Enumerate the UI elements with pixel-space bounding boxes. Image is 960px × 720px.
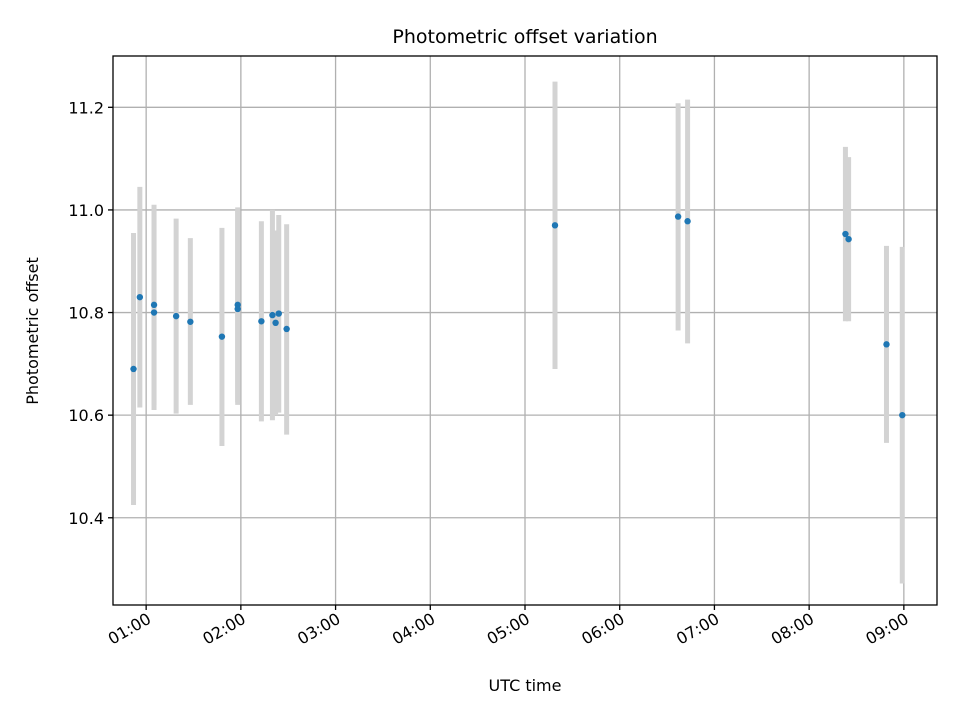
y-tick-label: 10.8	[68, 304, 104, 323]
x-tick-label: 09:00	[862, 609, 911, 649]
data-point	[883, 341, 890, 348]
data-point	[275, 310, 282, 317]
error-bars	[131, 81, 905, 584]
y-tick-label: 11.0	[68, 201, 104, 220]
x-tick-label: 08:00	[768, 609, 817, 649]
data-point	[172, 312, 180, 320]
data-point	[136, 293, 144, 301]
y-tick-label: 10.6	[68, 406, 104, 425]
data-point	[187, 318, 194, 325]
chart-title: Photometric offset variation	[392, 26, 657, 48]
x-tick-label: 06:00	[578, 609, 627, 649]
data-point	[283, 325, 290, 333]
data-point	[674, 213, 682, 220]
data-point	[269, 311, 276, 319]
x-axis-ticks: 01:00 02:00 03:00 04:00 05:00 06:00 07:00 08:00…	[105, 605, 912, 649]
data-point	[551, 222, 559, 229]
x-tick-label: 01:00	[105, 609, 154, 649]
x-tick-label: 05:00	[484, 609, 533, 649]
data-point	[150, 301, 158, 309]
data-point	[272, 319, 279, 327]
y-tick-label: 11.2	[68, 98, 104, 117]
x-tick-label: 02:00	[199, 609, 248, 649]
data-points	[130, 213, 906, 419]
x-tick-label: 04:00	[389, 609, 438, 649]
data-point	[684, 218, 691, 225]
data-point	[845, 235, 852, 243]
x-tick-label: 03:00	[294, 609, 343, 649]
x-axis-label: UTC time	[489, 676, 562, 695]
y-axis-ticks: 10.4 10.6 10.8 11.0 11.2	[68, 98, 113, 528]
data-point	[899, 411, 906, 419]
data-point	[234, 305, 241, 313]
data-point	[258, 318, 265, 325]
x-tick-label: 07:00	[673, 609, 722, 649]
data-point	[218, 333, 226, 340]
gridlines	[113, 56, 937, 605]
data-point	[130, 365, 137, 373]
y-tick-label: 10.4	[68, 509, 104, 528]
data-point	[842, 230, 849, 238]
data-point	[150, 309, 158, 316]
y-axis-label: Photometric offset	[23, 257, 42, 405]
